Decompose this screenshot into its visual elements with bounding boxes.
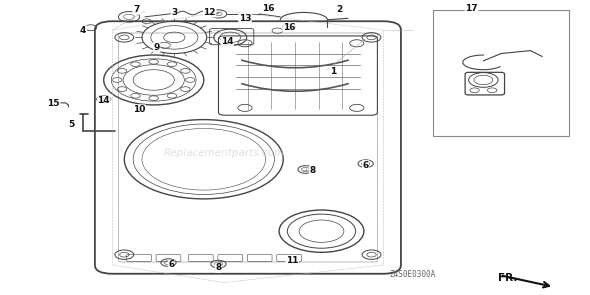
Text: FR.: FR.: [498, 273, 517, 283]
Text: 13: 13: [239, 14, 251, 23]
Text: 4: 4: [80, 26, 86, 35]
Text: 3: 3: [171, 8, 178, 17]
Text: 9: 9: [153, 43, 160, 52]
Bar: [433, 9, 569, 136]
Text: 17: 17: [466, 4, 478, 12]
Text: Z4S0E0300A: Z4S0E0300A: [389, 270, 436, 279]
Text: 14: 14: [221, 37, 234, 46]
Text: 2: 2: [336, 5, 342, 14]
Text: 8: 8: [310, 166, 316, 176]
Text: 1: 1: [330, 67, 336, 76]
Text: 16: 16: [263, 4, 275, 12]
Text: 12: 12: [204, 8, 216, 17]
Text: 15: 15: [47, 99, 60, 108]
Text: 5: 5: [68, 119, 74, 129]
Text: Replacementparts.com: Replacementparts.com: [164, 148, 285, 158]
Text: 10: 10: [133, 105, 145, 114]
Text: 6: 6: [168, 260, 175, 269]
Text: 11: 11: [286, 256, 299, 265]
Text: 7: 7: [133, 5, 139, 14]
Text: 8: 8: [215, 263, 222, 272]
Text: 14: 14: [97, 96, 110, 105]
Text: 6: 6: [362, 160, 369, 170]
Text: 16: 16: [283, 23, 296, 32]
